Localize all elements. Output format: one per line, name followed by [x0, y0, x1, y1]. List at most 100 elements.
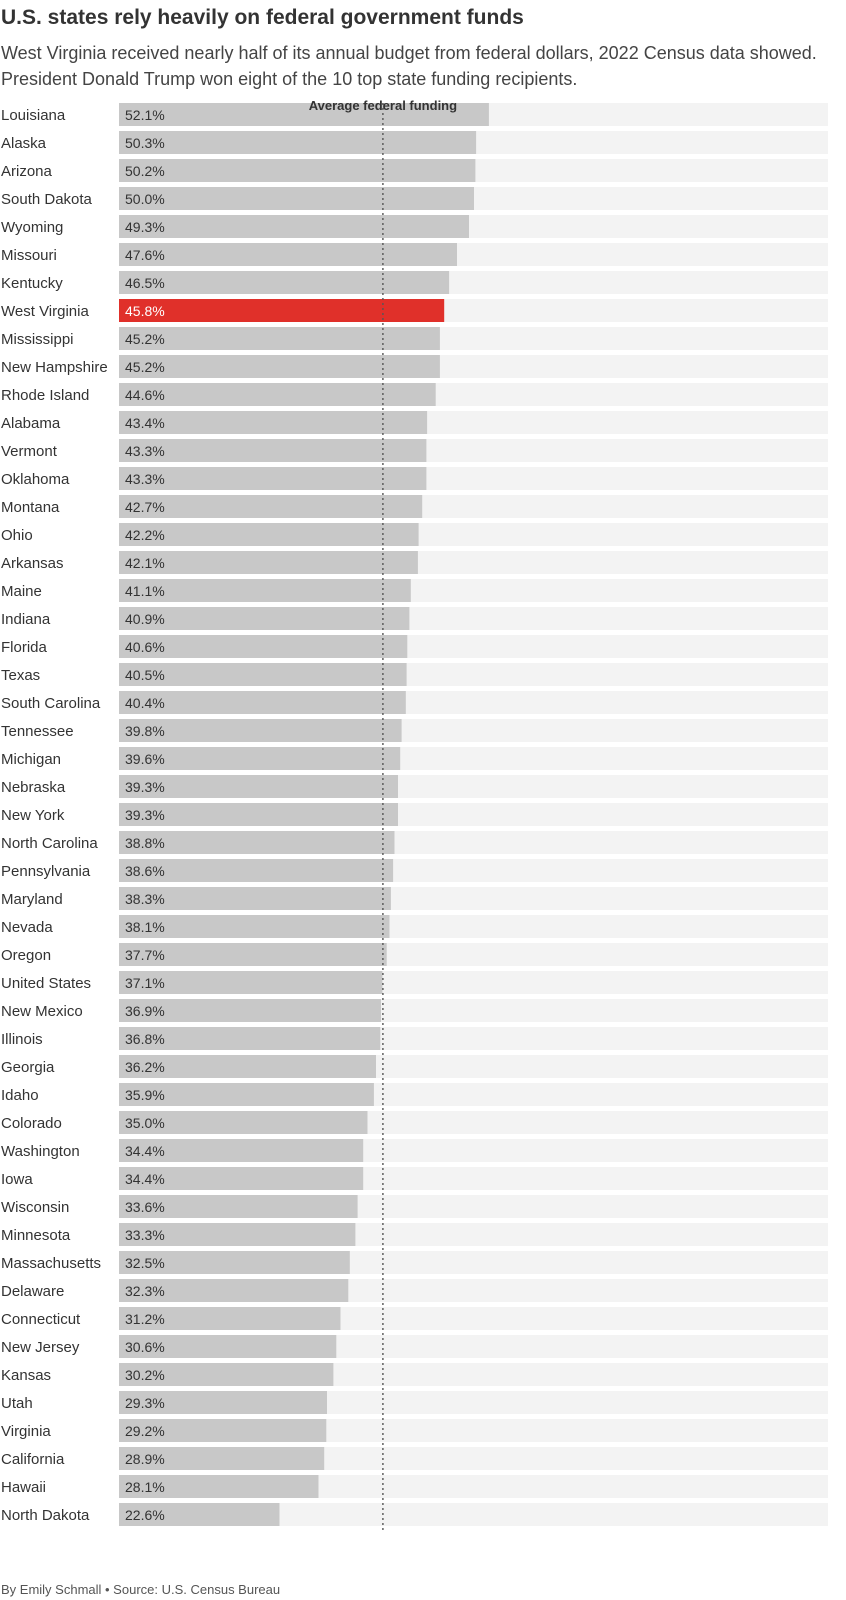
category-label-minnesota: Minnesota [1, 1227, 71, 1244]
bar-montana [119, 495, 423, 518]
bar-kansas [119, 1363, 334, 1386]
bar-new-jersey [119, 1335, 337, 1358]
bar-iowa [119, 1167, 364, 1190]
chart-footer: By Emily Schmall • Source: U.S. Census B… [1, 1582, 281, 1597]
bar-pennsylvania [119, 859, 394, 882]
average-label: Average federal funding [309, 100, 457, 113]
category-label-ohio: Ohio [1, 527, 33, 544]
bar-maine [119, 579, 411, 602]
bar-west-virginia [119, 299, 445, 322]
category-label-indiana: Indiana [1, 611, 51, 628]
bar-north-dakota [119, 1503, 280, 1526]
value-label-washington: 34.4% [125, 1143, 165, 1159]
bar-florida [119, 635, 408, 658]
bar-colorado [119, 1111, 368, 1134]
category-label-connecticut: Connecticut [1, 1311, 81, 1328]
bar-kentucky [119, 271, 450, 294]
value-label-vermont: 43.3% [125, 443, 165, 459]
value-label-maine: 41.1% [125, 583, 165, 599]
bar-massachusetts [119, 1251, 350, 1274]
category-label-virginia: Virginia [1, 1423, 51, 1440]
value-label-hawaii: 28.1% [125, 1479, 165, 1495]
category-label-kentucky: Kentucky [1, 275, 63, 292]
value-label-connecticut: 31.2% [125, 1311, 165, 1327]
bar-connecticut [119, 1307, 341, 1330]
category-label-maryland: Maryland [1, 891, 63, 908]
category-label-new-hampshire: New Hampshire [1, 359, 108, 376]
value-label-delaware: 32.3% [125, 1283, 165, 1299]
bar-oklahoma [119, 467, 427, 490]
bar-arkansas [119, 551, 418, 574]
category-label-tennessee: Tennessee [1, 723, 74, 740]
value-label-oklahoma: 43.3% [125, 471, 165, 487]
category-label-pennsylvania: Pennsylvania [1, 863, 91, 880]
category-label-nevada: Nevada [1, 919, 53, 936]
bar-wyoming [119, 215, 469, 238]
bar-california [119, 1447, 325, 1470]
bar-illinois [119, 1027, 381, 1050]
value-label-ohio: 42.2% [125, 527, 165, 543]
value-label-texas: 40.5% [125, 667, 165, 683]
category-label-arkansas: Arkansas [1, 555, 64, 572]
category-label-idaho: Idaho [1, 1087, 39, 1104]
bar-minnesota [119, 1223, 356, 1246]
bar-mississippi [119, 327, 440, 350]
value-label-pennsylvania: 38.6% [125, 863, 165, 879]
bar-new-york [119, 803, 398, 826]
value-label-wyoming: 49.3% [125, 219, 165, 235]
bar-alaska [119, 131, 477, 154]
category-label-utah: Utah [1, 1395, 33, 1412]
bar-louisiana [119, 103, 489, 126]
category-label-massachusetts: Massachusetts [1, 1255, 101, 1272]
category-label-rhode-island: Rhode Island [1, 387, 89, 404]
bar-chart: Louisiana 52.1% Alaska 50.3% Arizona 50.2% Sou… [1, 100, 828, 1531]
bar-missouri [119, 243, 457, 266]
category-label-delaware: Delaware [1, 1283, 64, 1300]
value-label-new-mexico: 36.9% [125, 1003, 165, 1019]
value-label-north-carolina: 38.8% [125, 835, 165, 851]
category-label-new-york: New York [1, 807, 65, 824]
bar-idaho [119, 1083, 374, 1106]
category-label-florida: Florida [1, 639, 48, 656]
category-label-texas: Texas [1, 667, 40, 684]
bar-track-north-dakota [119, 1503, 828, 1526]
bar-new-hampshire [119, 355, 440, 378]
bar-utah [119, 1391, 327, 1414]
category-label-south-dakota: South Dakota [1, 191, 93, 208]
value-label-new-jersey: 30.6% [125, 1339, 165, 1355]
bar-arizona [119, 159, 476, 182]
value-label-michigan: 39.6% [125, 751, 165, 767]
category-label-illinois: Illinois [1, 1031, 43, 1048]
bar-nevada [119, 915, 390, 938]
category-label-south-carolina: South Carolina [1, 695, 101, 712]
value-label-georgia: 36.2% [125, 1059, 165, 1075]
value-label-minnesota: 33.3% [125, 1227, 165, 1243]
value-label-oregon: 37.7% [125, 947, 165, 963]
category-label-arizona: Arizona [1, 163, 53, 180]
value-label-north-dakota: 22.6% [125, 1507, 165, 1523]
value-label-florida: 40.6% [125, 639, 165, 655]
bar-ohio [119, 523, 419, 546]
value-label-virginia: 29.2% [125, 1423, 165, 1439]
bar-south-carolina [119, 691, 406, 714]
category-label-alabama: Alabama [1, 415, 61, 432]
category-label-wyoming: Wyoming [1, 219, 63, 236]
value-label-south-dakota: 50.0% [125, 191, 165, 207]
bar-texas [119, 663, 407, 686]
category-label-washington: Washington [1, 1143, 80, 1160]
category-label-maine: Maine [1, 583, 42, 600]
value-label-alaska: 50.3% [125, 135, 165, 151]
value-label-west-virginia: 45.8% [125, 303, 165, 319]
value-label-new-york: 39.3% [125, 807, 165, 823]
value-label-california: 28.9% [125, 1451, 165, 1467]
category-label-wisconsin: Wisconsin [1, 1199, 69, 1216]
value-label-arkansas: 42.1% [125, 555, 165, 571]
category-label-missouri: Missouri [1, 247, 57, 264]
value-label-nebraska: 39.3% [125, 779, 165, 795]
bar-virginia [119, 1419, 327, 1442]
bar-washington [119, 1139, 364, 1162]
category-label-louisiana: Louisiana [1, 107, 66, 124]
category-label-oregon: Oregon [1, 947, 51, 964]
value-label-new-hampshire: 45.2% [125, 359, 165, 375]
category-label-vermont: Vermont [1, 443, 58, 460]
